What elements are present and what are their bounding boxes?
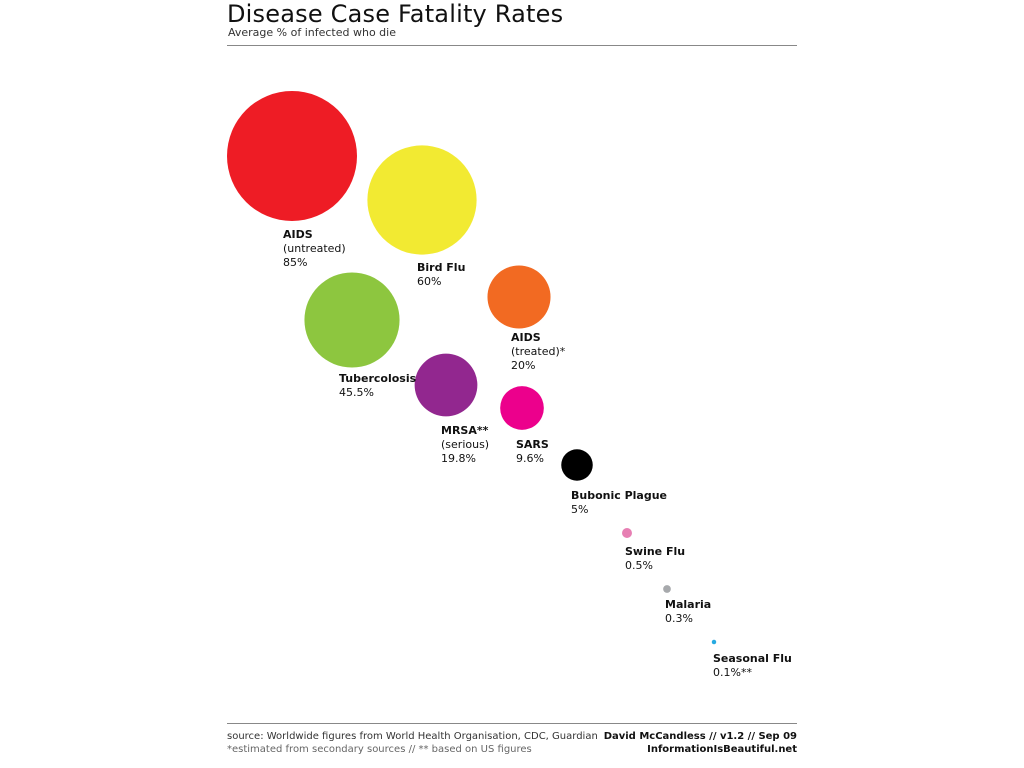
- disease-name: SARS: [516, 438, 549, 451]
- bottom-divider: [227, 723, 797, 724]
- disease-name: Malaria: [665, 598, 712, 611]
- disease-note: (untreated): [283, 242, 346, 255]
- bubble-label-seasonal-flu: Seasonal Flu 0.1%**: [713, 652, 792, 680]
- bubble-bubonic-plague: [561, 449, 593, 481]
- bubble-label-bubonic-plague: Bubonic Plague 5%: [571, 489, 667, 517]
- disease-name: Seasonal Flu: [713, 652, 792, 665]
- bubble-sars: [500, 386, 544, 430]
- footer-site: InformationIsBeautiful.net: [647, 744, 797, 755]
- bubble-seasonal-flu: [711, 639, 717, 645]
- disease-name: Swine Flu: [625, 545, 686, 558]
- fatality-rate: 0.3%: [665, 612, 693, 625]
- fatality-rate: 0.5%: [625, 559, 653, 572]
- bubble-label-sars: SARS 9.6%: [516, 438, 549, 466]
- bubble-label-aids-treated: AIDS (treated)* 20%: [511, 331, 565, 373]
- disease-note: (serious): [441, 438, 490, 451]
- fatality-rate: 9.6%: [516, 452, 544, 465]
- fatality-rate: 0.1%**: [713, 666, 752, 679]
- bubble-label-bird-flu: Bird Flu 60%: [417, 261, 465, 289]
- disease-name: AIDS: [511, 331, 541, 344]
- bubble-label-aids-untreated: AIDS (untreated) 85%: [283, 228, 346, 270]
- fatality-rate: 85%: [283, 256, 308, 269]
- bubble-tubercolosis: [304, 272, 400, 368]
- disease-name: AIDS: [283, 228, 313, 241]
- bubble-label-malaria: Malaria 0.3%: [665, 598, 711, 626]
- bubble-aids-treated: [487, 265, 551, 329]
- bubble-label-tubercolosis: Tubercolosis 45.5%: [339, 372, 416, 400]
- fatality-rate: 45.5%: [339, 386, 374, 399]
- bubble-swine-flu: [622, 528, 632, 538]
- disease-name: Bird Flu: [417, 261, 466, 274]
- footer-note: *estimated from secondary sources // ** …: [227, 744, 532, 755]
- fatality-rate: 19.8%: [441, 452, 476, 465]
- bubble-mrsa-serious: [414, 353, 478, 417]
- bubble-bird-flu: [367, 145, 477, 255]
- footer-source: source: Worldwide figures from World Hea…: [227, 731, 598, 742]
- bubble-label-mrsa-serious: MRSA** (serious) 19.8%: [441, 424, 489, 466]
- bubble-label-swine-flu: Swine Flu 0.5%: [625, 545, 685, 573]
- disease-name: MRSA**: [441, 424, 489, 437]
- disease-name: Tubercolosis: [339, 372, 417, 385]
- fatality-rate: 60%: [417, 275, 442, 288]
- disease-name: Bubonic Plague: [571, 489, 668, 502]
- disease-note: (treated)*: [511, 345, 566, 358]
- bubble-malaria: [663, 585, 671, 593]
- top-divider: [227, 45, 797, 46]
- chart-subtitle: Average % of infected who die: [228, 26, 396, 39]
- chart-title: Disease Case Fatality Rates: [227, 0, 564, 28]
- fatality-rate: 5%: [571, 503, 589, 516]
- footer-credit: David McCandless // v1.2 // Sep 09: [603, 731, 797, 742]
- fatality-rate: 20%: [511, 359, 536, 372]
- bubble-aids-untreated: [227, 91, 357, 221]
